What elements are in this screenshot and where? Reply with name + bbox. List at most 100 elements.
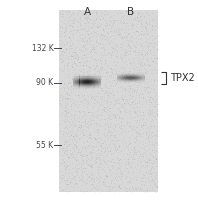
Point: [81, 39, 84, 42]
Point: [70, 41, 73, 45]
Point: [92, 148, 95, 152]
Point: [154, 102, 158, 105]
Point: [70, 70, 73, 73]
Point: [119, 46, 123, 49]
Point: [97, 176, 101, 180]
Point: [92, 47, 95, 50]
Point: [132, 61, 136, 64]
Point: [82, 166, 85, 170]
Point: [74, 182, 77, 185]
Point: [86, 176, 89, 179]
Point: [80, 26, 83, 29]
Point: [69, 176, 72, 180]
Point: [74, 52, 77, 56]
Point: [74, 45, 77, 48]
Point: [61, 161, 65, 164]
Point: [108, 130, 111, 133]
Point: [67, 56, 70, 59]
Point: [71, 54, 74, 57]
Point: [118, 143, 121, 147]
Point: [151, 142, 154, 145]
Point: [69, 114, 72, 118]
Point: [112, 42, 115, 45]
Point: [138, 149, 141, 152]
Point: [83, 11, 86, 14]
Point: [126, 80, 129, 83]
Point: [68, 142, 71, 146]
Point: [156, 102, 159, 105]
Point: [99, 66, 102, 70]
Point: [146, 64, 149, 67]
Point: [61, 12, 65, 15]
Point: [94, 125, 97, 128]
Point: [94, 58, 97, 61]
Point: [137, 17, 140, 21]
Point: [100, 33, 103, 36]
Point: [122, 143, 125, 146]
Point: [59, 42, 62, 46]
Point: [114, 82, 118, 85]
Point: [137, 108, 140, 112]
Point: [71, 65, 74, 68]
Point: [104, 123, 107, 126]
Point: [70, 152, 73, 156]
Point: [89, 114, 92, 118]
Point: [105, 146, 109, 149]
Point: [89, 123, 92, 126]
Point: [97, 25, 100, 28]
Point: [121, 85, 124, 88]
Point: [83, 93, 86, 96]
Point: [85, 189, 88, 193]
Point: [82, 162, 85, 165]
Point: [113, 136, 116, 140]
Point: [85, 139, 88, 143]
Point: [59, 73, 63, 76]
Point: [114, 140, 117, 143]
Point: [127, 187, 130, 190]
Point: [86, 190, 89, 193]
Point: [82, 26, 85, 29]
Point: [94, 186, 97, 189]
Point: [94, 155, 98, 158]
Point: [145, 64, 148, 67]
Point: [150, 100, 153, 104]
Point: [109, 66, 112, 69]
Point: [146, 126, 149, 129]
Point: [139, 110, 142, 113]
Point: [130, 166, 133, 169]
Point: [99, 114, 102, 117]
Point: [107, 74, 110, 77]
Point: [69, 38, 73, 41]
Point: [78, 18, 81, 21]
Point: [150, 188, 154, 191]
Point: [133, 45, 136, 48]
Point: [76, 148, 80, 152]
Point: [72, 175, 75, 178]
Point: [139, 128, 142, 132]
Point: [111, 93, 114, 96]
Point: [82, 128, 85, 131]
Point: [105, 99, 108, 102]
Point: [76, 56, 79, 59]
Point: [70, 50, 73, 54]
Point: [97, 77, 100, 80]
Point: [101, 88, 104, 91]
Point: [69, 18, 72, 21]
Point: [81, 152, 85, 155]
Point: [95, 131, 99, 134]
Point: [152, 131, 155, 134]
Point: [157, 185, 160, 189]
Point: [139, 37, 142, 41]
Point: [153, 69, 156, 72]
Point: [95, 80, 99, 83]
Point: [133, 50, 137, 53]
Point: [69, 14, 72, 17]
Point: [85, 86, 88, 89]
Point: [138, 92, 141, 95]
Point: [101, 43, 105, 46]
Point: [89, 187, 92, 191]
Point: [58, 32, 61, 35]
Point: [64, 47, 67, 51]
Point: [154, 164, 157, 168]
Point: [106, 98, 109, 101]
